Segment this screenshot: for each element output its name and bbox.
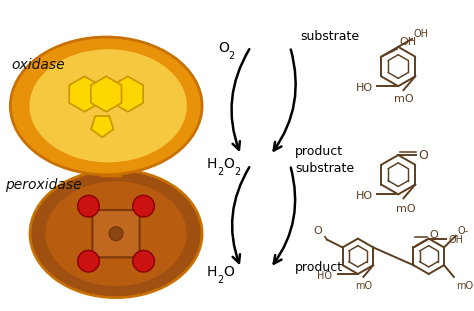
Text: product: product: [295, 145, 343, 158]
Text: O: O: [313, 226, 322, 236]
Text: substrate: substrate: [295, 162, 354, 175]
Text: product: product: [295, 261, 343, 274]
Text: 2: 2: [228, 51, 234, 61]
Text: HO: HO: [356, 191, 373, 201]
Text: peroxidase: peroxidase: [5, 179, 82, 193]
Text: O: O: [418, 149, 428, 162]
Text: H: H: [207, 265, 217, 279]
Text: O-: O-: [458, 226, 469, 236]
Text: mO: mO: [356, 281, 373, 291]
Text: 2: 2: [234, 167, 240, 177]
Circle shape: [78, 250, 100, 272]
Circle shape: [133, 195, 155, 217]
Circle shape: [78, 195, 100, 217]
Polygon shape: [91, 116, 113, 137]
Polygon shape: [112, 76, 143, 112]
Ellipse shape: [30, 170, 202, 298]
Text: OH: OH: [448, 234, 464, 244]
Polygon shape: [69, 76, 100, 112]
Text: mO: mO: [393, 94, 413, 104]
Text: 2: 2: [217, 167, 224, 177]
Text: O: O: [429, 230, 438, 239]
Ellipse shape: [29, 49, 187, 162]
FancyBboxPatch shape: [100, 163, 122, 177]
Text: O: O: [223, 265, 234, 279]
Circle shape: [133, 250, 155, 272]
Ellipse shape: [46, 181, 187, 286]
Text: oxidase: oxidase: [12, 58, 65, 72]
Text: O: O: [219, 41, 229, 55]
Text: mO: mO: [396, 204, 415, 214]
Text: HO: HO: [356, 83, 373, 93]
Text: 2: 2: [217, 275, 224, 285]
Text: substrate: substrate: [300, 30, 359, 43]
Circle shape: [109, 227, 123, 240]
FancyBboxPatch shape: [92, 210, 140, 257]
Ellipse shape: [10, 37, 202, 175]
Text: OH: OH: [399, 37, 416, 47]
Text: O: O: [223, 157, 234, 171]
Text: mO: mO: [456, 281, 473, 291]
Text: H: H: [207, 157, 217, 171]
Text: HO: HO: [317, 271, 332, 281]
Text: OH: OH: [414, 29, 429, 39]
Polygon shape: [91, 76, 121, 112]
